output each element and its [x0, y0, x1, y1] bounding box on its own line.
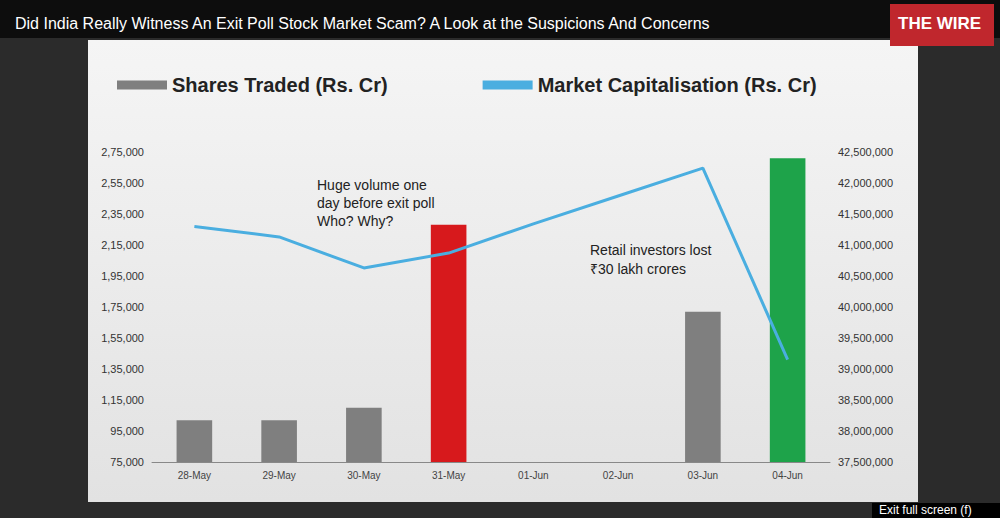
svg-text:1,55,000: 1,55,000 — [101, 332, 144, 344]
svg-text:Exit full screen (f): Exit full screen (f) — [879, 503, 972, 517]
svg-text:42,000,000: 42,000,000 — [838, 177, 893, 189]
svg-text:41,500,000: 41,500,000 — [838, 208, 893, 220]
svg-text:2,35,000: 2,35,000 — [101, 208, 144, 220]
svg-text:1,35,000: 1,35,000 — [101, 363, 144, 375]
svg-text:THE WIRE: THE WIRE — [898, 14, 981, 33]
svg-text:28-May: 28-May — [178, 470, 211, 481]
svg-text:2,75,000: 2,75,000 — [101, 146, 144, 158]
svg-text:41,000,000: 41,000,000 — [838, 239, 893, 251]
svg-text:01-Jun: 01-Jun — [518, 470, 549, 481]
svg-text:03-Jun: 03-Jun — [688, 470, 719, 481]
svg-text:2,55,000: 2,55,000 — [101, 177, 144, 189]
svg-text:29-May: 29-May — [262, 470, 295, 481]
svg-text:38,500,000: 38,500,000 — [838, 394, 893, 406]
svg-text:Market Capitalisation (Rs. Cr): Market Capitalisation (Rs. Cr) — [538, 74, 817, 96]
svg-text:02-Jun: 02-Jun — [603, 470, 634, 481]
svg-text:1,75,000: 1,75,000 — [101, 301, 144, 313]
svg-text:04-Jun: 04-Jun — [772, 470, 803, 481]
svg-text:39,500,000: 39,500,000 — [838, 332, 893, 344]
svg-text:37,500,000: 37,500,000 — [838, 456, 893, 468]
svg-text:40,500,000: 40,500,000 — [838, 270, 893, 282]
svg-text:39,000,000: 39,000,000 — [838, 363, 893, 375]
svg-text:1,95,000: 1,95,000 — [101, 270, 144, 282]
svg-text:30-May: 30-May — [347, 470, 380, 481]
svg-text:Retail investors lost: Retail investors lost — [590, 242, 711, 258]
svg-text:42,500,000: 42,500,000 — [838, 146, 893, 158]
svg-text:₹30 lakh crores: ₹30 lakh crores — [590, 261, 686, 277]
svg-text:38,000,000: 38,000,000 — [838, 425, 893, 437]
svg-text:2,15,000: 2,15,000 — [101, 239, 144, 251]
svg-text:Did India Really Witness An Ex: Did India Really Witness An Exit Poll St… — [15, 15, 710, 32]
svg-text:1,15,000: 1,15,000 — [101, 394, 144, 406]
svg-text:95,000: 95,000 — [110, 425, 144, 437]
svg-text:31-May: 31-May — [432, 470, 465, 481]
svg-text:Huge volume one: Huge volume one — [317, 177, 427, 193]
svg-text:day before exit poll: day before exit poll — [317, 195, 435, 211]
svg-text:Who? Why?: Who? Why? — [317, 213, 393, 229]
svg-text:Shares Traded (Rs. Cr): Shares Traded (Rs. Cr) — [172, 74, 388, 96]
svg-text:40,000,000: 40,000,000 — [838, 301, 893, 313]
svg-text:75,000: 75,000 — [110, 456, 144, 468]
